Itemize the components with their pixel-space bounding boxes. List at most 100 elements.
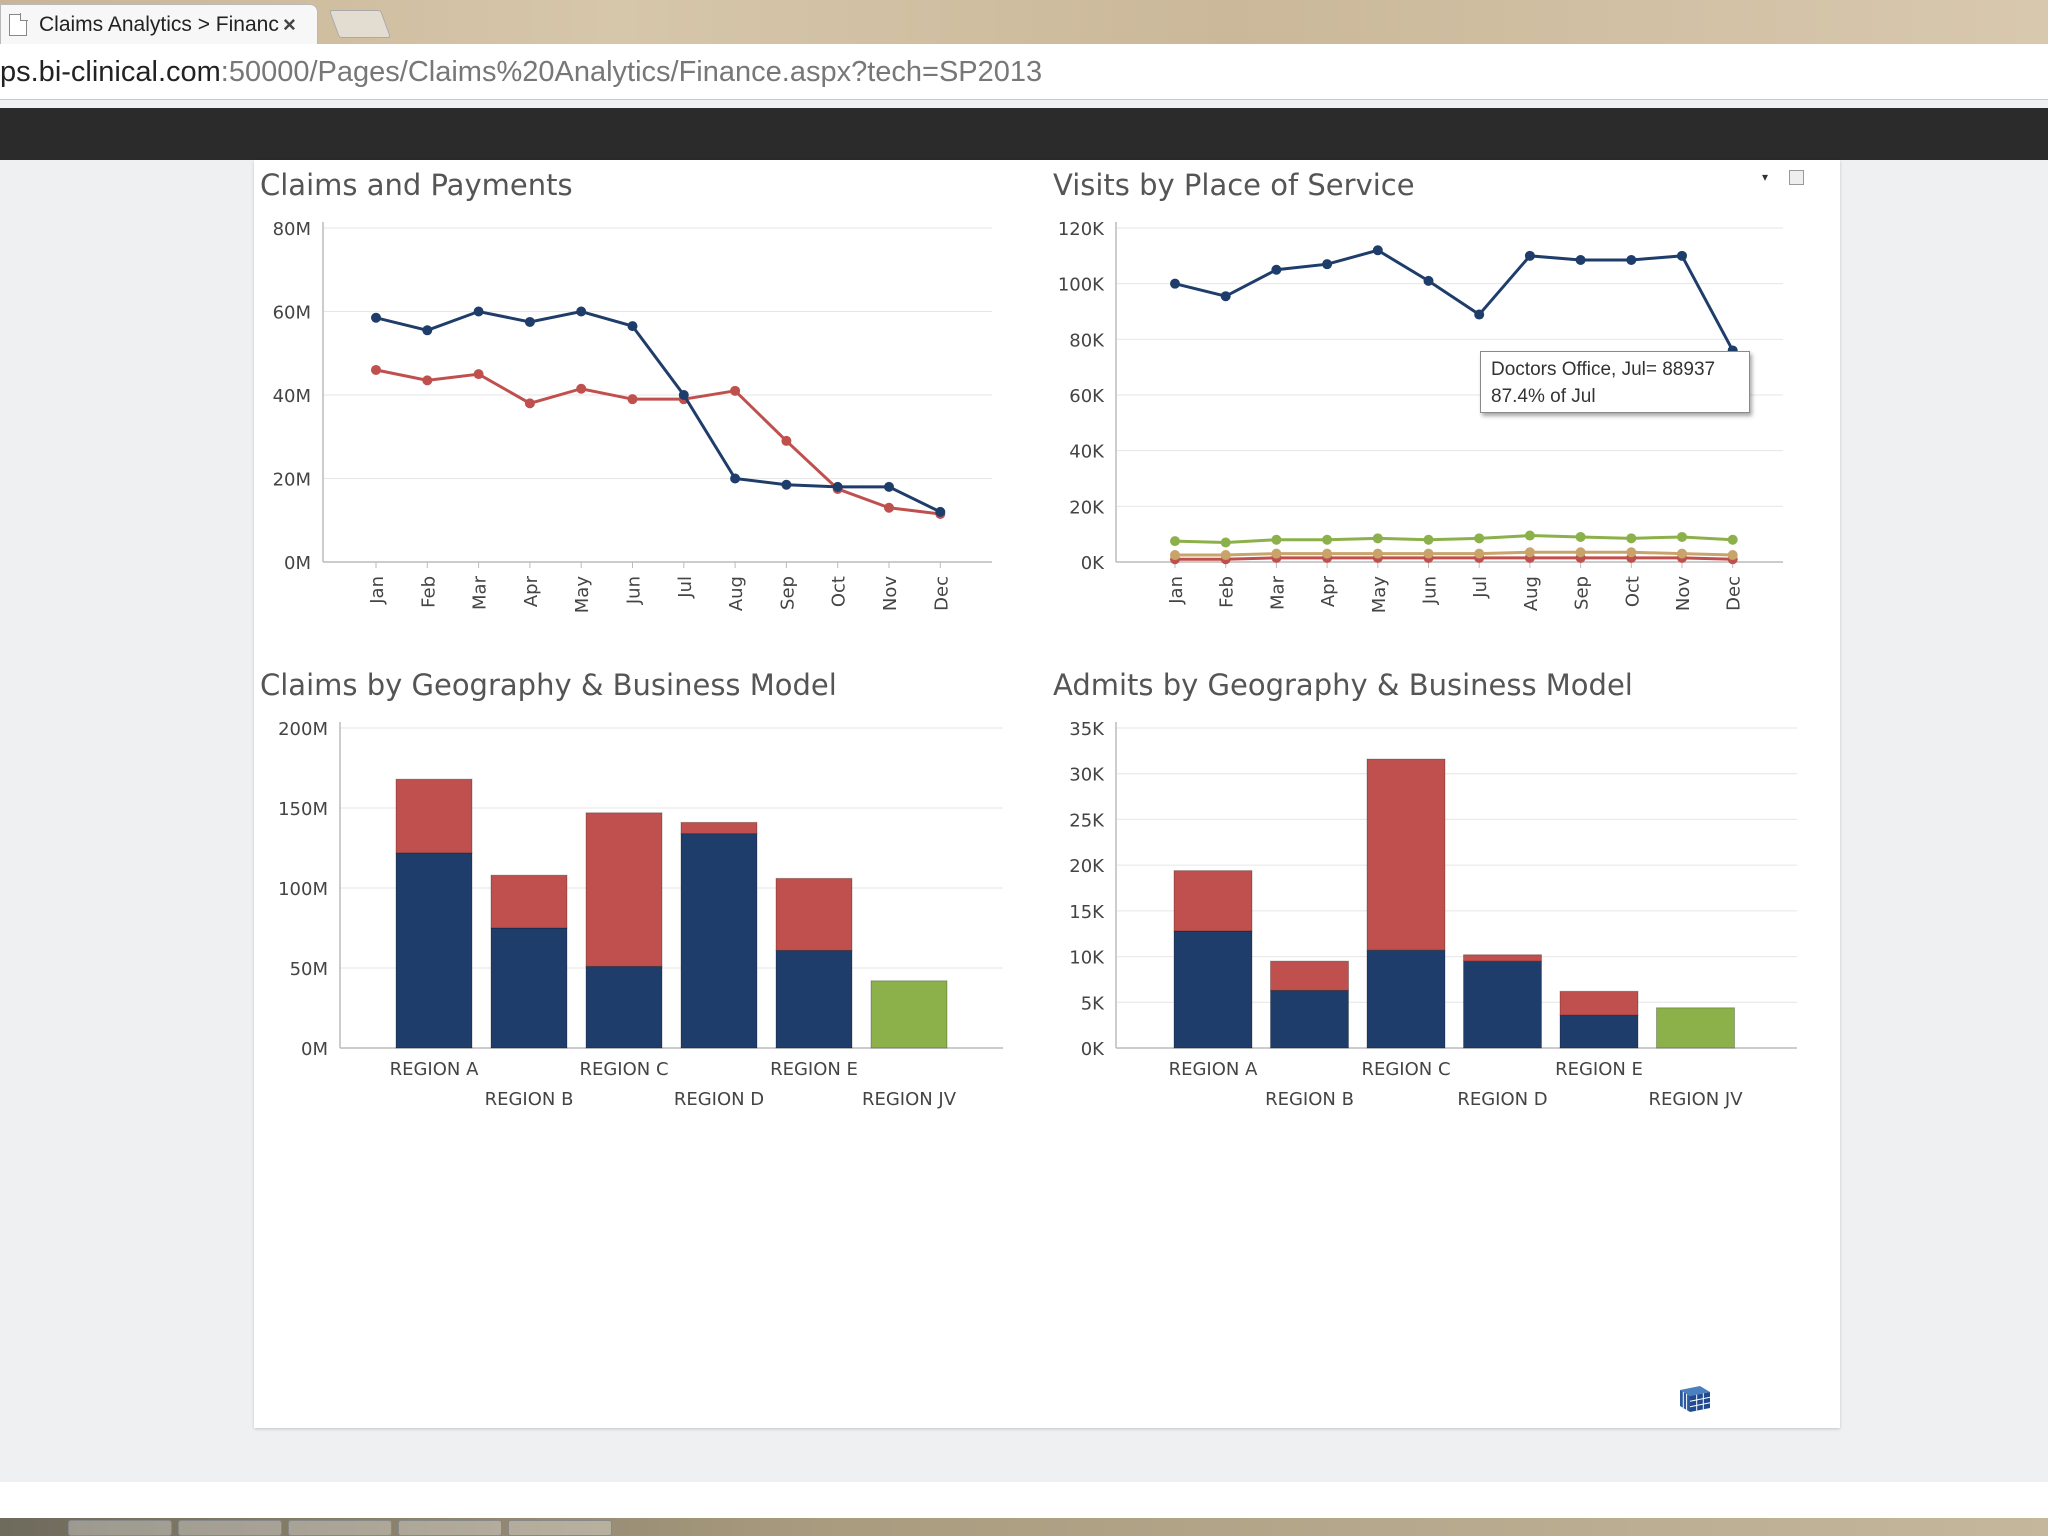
claims-payments-data-point [627, 321, 638, 332]
claims-geo-category-label: REGION E [770, 1059, 858, 1080]
claims-payments-xtick-label: Nov [880, 576, 901, 611]
visits-data-point [1423, 534, 1434, 545]
visits-data-point [1271, 548, 1282, 559]
claims-payments-ytick-label: 0M [284, 553, 311, 574]
claims-geo-bar-segment [490, 874, 568, 929]
claims-payments-ytick-label: 20M [273, 470, 311, 491]
visits-xtick-label: Dec [1724, 576, 1745, 611]
claims-geo-bar-segment [395, 778, 473, 854]
grid-cube-icon[interactable] [1678, 1384, 1712, 1414]
visits-xtick-label: Mar [1267, 575, 1288, 610]
admits-geo-ytick-label: 0K [1081, 1039, 1105, 1060]
visits-data-point [1474, 533, 1485, 544]
browser-tabstrip: Claims Analytics > Financ × [0, 0, 2048, 44]
admits-geo-ytick-label: 20K [1069, 856, 1105, 877]
visits-xtick-label: Apr [1318, 575, 1339, 607]
admits-geo-ytick-label: 15K [1069, 902, 1105, 923]
visits-series-line [1175, 556, 1733, 561]
taskbar-pdf-button[interactable] [178, 1520, 282, 1536]
claims-payments-ytick-label: 40M [273, 386, 311, 407]
admits-geo-category-label: REGION A [1169, 1059, 1258, 1080]
claims-geo-bar-segment [395, 852, 473, 1049]
visits-ytick-label: 80K [1069, 330, 1105, 351]
claims-payments-series-line [375, 309, 941, 514]
claims-payments-xtick-label: Mar [470, 575, 491, 610]
visits-data-point [1677, 548, 1687, 559]
admits-geo-bar-segment [1173, 870, 1253, 932]
chart-menu-dropdown-icon[interactable]: ▾ [1762, 170, 1769, 184]
admits-geo-bar-segment [1270, 989, 1349, 1049]
admits-geo-bar-segment [1366, 949, 1446, 1049]
tab-title: Claims Analytics > Financ [39, 12, 279, 36]
visits-data-point [1322, 534, 1333, 545]
visits-xtick-label: Jun [1420, 576, 1441, 605]
chart-select-checkbox[interactable] [1789, 170, 1804, 185]
claims-payments-data-point [524, 316, 535, 327]
visits-xtick-label: Feb [1217, 576, 1238, 608]
admits-geo-ytick-label: 10K [1069, 948, 1105, 969]
visits-data-point [1727, 534, 1738, 545]
claims-geo-ytick-label: 200M [278, 719, 328, 740]
visits-xtick-label: Oct [1622, 576, 1643, 607]
admits-geo-ytick-label: 35K [1069, 719, 1105, 740]
url-text[interactable]: ps.bi-clinical.com:50000/Pages/Claims%20… [0, 56, 1042, 89]
claims-geo-bar-segment [775, 949, 853, 1049]
admits-geo-title: Admits by Geography & Business Model [1053, 668, 1633, 702]
visits-xtick-label: Nov [1673, 576, 1694, 611]
visits-data-point [1677, 250, 1687, 261]
admits-geo-bar-segment [1366, 758, 1446, 951]
admits-geo-bar-segment [1270, 960, 1349, 991]
address-bar[interactable]: ps.bi-clinical.com:50000/Pages/Claims%20… [0, 44, 2048, 100]
visits-data-point [1271, 534, 1282, 545]
taskbar-ie-button[interactable] [68, 1520, 172, 1536]
visits-ytick-label: 60K [1069, 386, 1105, 407]
admits-geo-category-label: REGION JV [1648, 1089, 1743, 1110]
claims-payments-xtick-label: Jan [367, 576, 388, 605]
claims-payments-data-point [576, 306, 587, 317]
admits-geo-category-label: REGION E [1555, 1059, 1643, 1080]
close-tab-icon[interactable]: × [283, 11, 296, 37]
claims-payments-xtick-label: Jun [624, 576, 645, 605]
admits-geo-bar-segment [1559, 990, 1639, 1016]
visits-data-point [1727, 550, 1738, 561]
claims-payments-data-point [473, 369, 484, 380]
claims-geo-ytick-label: 150M [278, 799, 328, 820]
claims-payments-data-point [371, 364, 381, 375]
visits-data-point [1423, 275, 1434, 286]
admits-geo-bar-segment [1173, 930, 1253, 1049]
claims-payments-data-point [422, 375, 433, 386]
visits-data-point [1677, 531, 1687, 542]
claims-payments-data-point [730, 473, 741, 484]
chart-tooltip: Doctors Office, Jul= 88937 87.4% of Jul [1480, 351, 1750, 413]
visits-data-point [1474, 309, 1485, 320]
visits-ytick-label: 20K [1069, 497, 1105, 518]
claims-payments-data-point [627, 394, 638, 405]
tooltip-line2: 87.4% of Jul [1491, 386, 1596, 407]
visits-data-point [1524, 547, 1535, 558]
claims-geo-ytick-label: 100M [278, 879, 328, 900]
taskbar-office-button[interactable] [398, 1520, 502, 1536]
visits-data-point [1170, 278, 1180, 289]
claims-payments-data-point [832, 481, 843, 492]
admits-geo-category-label: REGION B [1265, 1089, 1354, 1110]
taskbar-app-button[interactable] [288, 1520, 392, 1536]
claims-geo-category-label: REGION A [390, 1059, 479, 1080]
claims-payments-data-point [371, 312, 381, 323]
claims-geo-bar-segment [490, 927, 568, 1049]
visits-xtick-label: Aug [1521, 576, 1542, 611]
visits-data-point [1372, 548, 1383, 559]
admits-geo-bar-segment [1656, 1007, 1735, 1049]
claims-payments-data-point [422, 325, 433, 336]
claims-geo-bar-segment [870, 980, 948, 1049]
taskbar-chrome-button[interactable] [508, 1520, 612, 1536]
admits-geo-category-label: REGION C [1361, 1059, 1450, 1080]
claims-payments-data-point [730, 385, 741, 396]
visits-data-point [1372, 245, 1383, 256]
visits-xtick-label: Sep [1572, 576, 1593, 610]
admits-geo-ytick-label: 30K [1069, 765, 1105, 786]
url-host: ps.bi-clinical.com [0, 56, 221, 88]
visits-data-point [1322, 548, 1333, 559]
browser-tab[interactable]: Claims Analytics > Financ × [0, 4, 318, 44]
visits-ytick-label: 120K [1058, 219, 1105, 240]
